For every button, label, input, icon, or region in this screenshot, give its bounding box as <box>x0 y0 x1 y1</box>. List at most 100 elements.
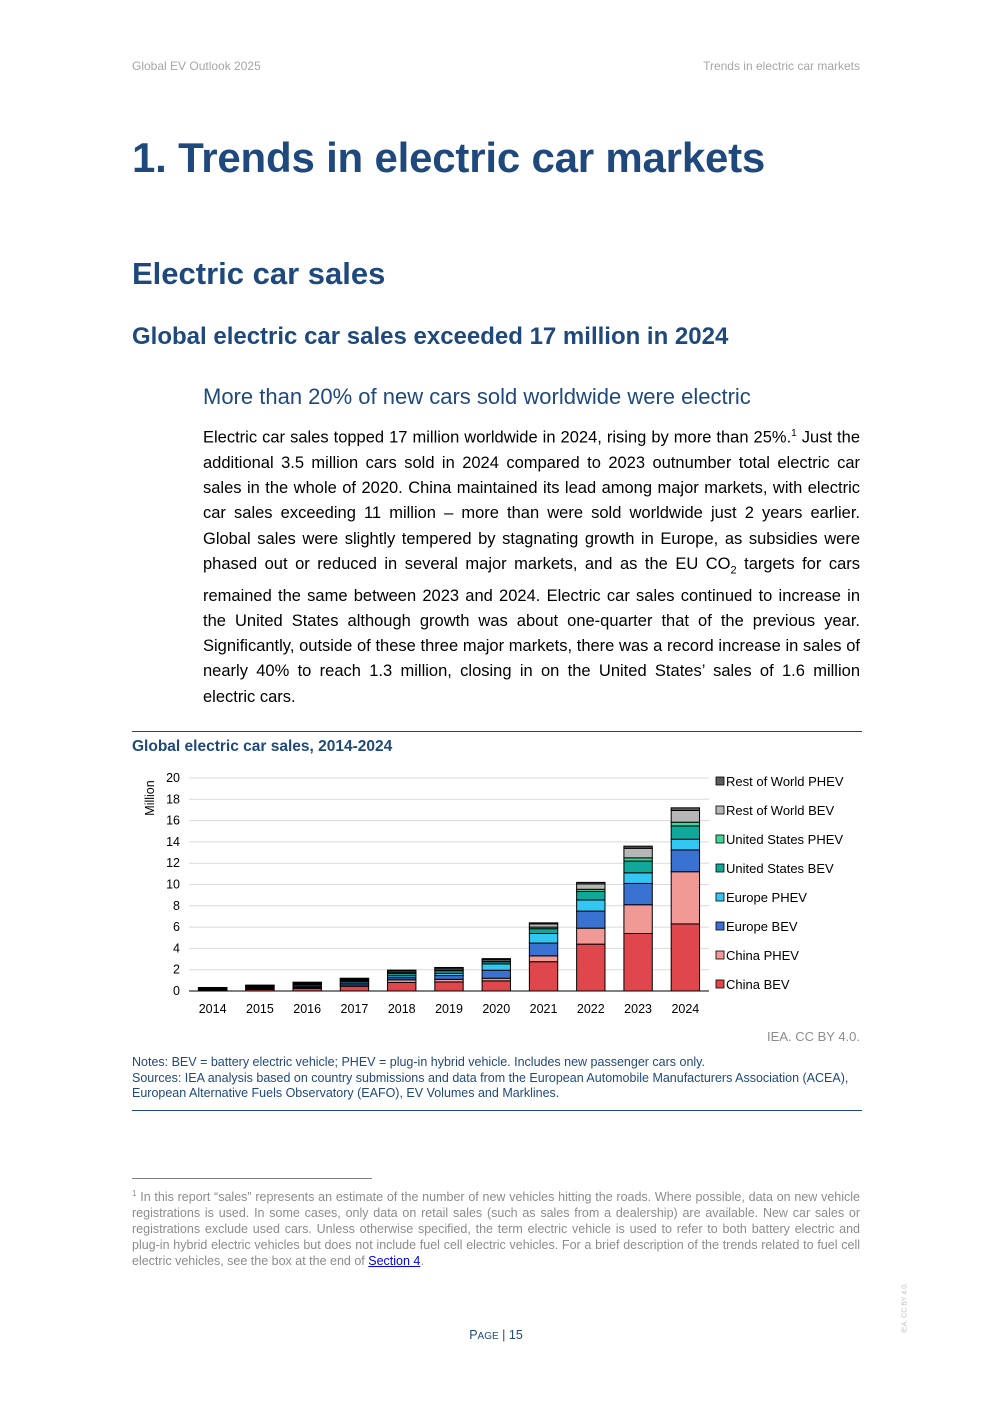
legend-swatch <box>715 950 725 960</box>
bar-segment-europe-phev-2020 <box>481 963 511 971</box>
legend-item: United States PHEV <box>715 832 843 847</box>
legend-swatch <box>715 834 725 844</box>
y-tick-label: 10 <box>166 878 180 892</box>
bar-segment-rest-of-world-bev-2024 <box>670 809 701 823</box>
legend-label: China BEV <box>726 977 790 992</box>
legend-swatch <box>715 776 725 786</box>
y-tick-label: 2 <box>173 963 180 977</box>
side-watermark: IEA. CC BY 4.0. <box>898 1278 912 1338</box>
legend-label: Europe BEV <box>726 919 798 934</box>
y-tick-label: 16 <box>166 814 180 828</box>
legend-swatch <box>715 805 725 815</box>
bar-segment-united-states-bev-2023 <box>623 860 653 874</box>
body-paragraph: Electric car sales topped 17 million wor… <box>203 421 860 710</box>
bar-segment-europe-phev-2021 <box>528 932 559 944</box>
body-text-part1: Electric car sales topped 17 million wor… <box>203 428 792 447</box>
bar-segment-united-states-bev-2021 <box>528 928 559 934</box>
legend-swatch <box>715 979 725 989</box>
subsubsection-title: More than 20% of new cars sold worldwide… <box>203 384 751 409</box>
legend-label: United States PHEV <box>726 832 843 847</box>
bar-segment-rest-of-world-phev-2021 <box>528 922 559 925</box>
figure-title: Global electric car sales, 2014-2024 <box>132 738 393 755</box>
x-tick-label: 2024 <box>671 1002 699 1016</box>
bar-segment-rest-of-world-bev-2023 <box>623 847 653 859</box>
page-separator: | <box>498 1328 509 1342</box>
bar-segment-rest-of-world-phev-2022 <box>576 881 606 885</box>
legend-item: China PHEV <box>715 948 799 963</box>
bar-segment-europe-bev-2022 <box>576 910 606 929</box>
page-prefix-small: AGE <box>477 1331 499 1342</box>
page-prefix: P <box>469 1328 478 1342</box>
subsection-title: Global electric car sales exceeded 17 mi… <box>132 323 729 350</box>
bar-segment-china-bev-2018 <box>387 981 417 992</box>
bar-segment-rest-of-world-bev-2022 <box>576 883 606 890</box>
y-tick-label: 8 <box>173 899 180 913</box>
footnote-reference[interactable]: 1 <box>791 428 797 439</box>
x-tick-label: 2016 <box>293 1002 321 1016</box>
chapter-title: 1. Trends in electric car markets <box>132 134 766 181</box>
running-header-right: Trends in electric car markets <box>703 59 860 73</box>
bar-segment-china-phev-2024 <box>670 871 701 925</box>
x-tick-label: 2017 <box>341 1002 369 1016</box>
bar-segment-china-bev-2019 <box>434 981 464 992</box>
section-title: Electric car sales <box>132 256 386 291</box>
legend-swatch <box>715 892 725 902</box>
legend-label: United States BEV <box>726 861 834 876</box>
bar-segment-rest-of-world-phev-2020 <box>481 958 511 960</box>
sources-text: Sources: IEA analysis based on country s… <box>132 1070 849 1101</box>
y-tick-label: 18 <box>166 792 180 806</box>
chart-bars <box>197 807 701 992</box>
bar-segment-united-states-bev-2024 <box>670 825 701 840</box>
footnote-end: . <box>420 1254 424 1269</box>
footnote: 1 In this report “sales” represents an e… <box>132 1186 860 1269</box>
bar-segment-rest-of-world-phev-2019 <box>434 966 464 969</box>
legend-item: Rest of World BEV <box>715 803 834 818</box>
bar-segment-china-bev-2024 <box>670 923 701 992</box>
bar-segment-europe-bev-2019 <box>434 975 464 980</box>
x-tick-label: 2022 <box>577 1002 605 1016</box>
bar-segment-rest-of-world-phev-2017 <box>339 977 370 980</box>
x-axis-ticks: 2014 2015 2016 2017 2018 2019 2020 2021 2022 2023… <box>199 1002 700 1016</box>
figure-credit: IEA. CC BY 4.0. <box>767 1029 860 1044</box>
legend-swatch <box>715 863 725 873</box>
running-header-left: Global EV Outlook 2025 <box>132 59 261 73</box>
figure-bottom-rule <box>132 1110 862 1111</box>
bar-segment-china-bev-2017 <box>339 985 370 992</box>
x-tick-label: 2021 <box>530 1002 558 1016</box>
x-tick-label: 2015 <box>246 1002 274 1016</box>
bar-segment-europe-phev-2023 <box>623 872 653 884</box>
bar-segment-china-bev-2021 <box>528 961 559 992</box>
legend-label: Europe PHEV <box>726 890 807 905</box>
y-tick-label: 4 <box>173 941 180 955</box>
bar-segment-china-phev-2022 <box>576 927 606 945</box>
y-tick-label: 14 <box>166 835 180 849</box>
bar-segment-rest-of-world-phev-2024 <box>670 807 701 811</box>
legend-item: Europe PHEV <box>715 890 807 905</box>
bar-segment-china-bev-2020 <box>481 980 511 992</box>
legend-label: China PHEV <box>726 948 799 963</box>
y-axis-label: Million <box>143 780 157 815</box>
legend-item: China BEV <box>715 977 790 992</box>
figure-notes: Notes: BEV = battery electric vehicle; P… <box>132 1055 872 1102</box>
section-4-link[interactable]: Section 4 <box>368 1254 421 1269</box>
legend-item: Europe BEV <box>715 919 798 934</box>
bar-segment-rest-of-world-phev-2018 <box>387 969 417 972</box>
bar-segment-rest-of-world-phev-2016 <box>292 981 322 984</box>
bar-segment-china-phev-2023 <box>623 904 653 934</box>
footnote-marker: 1 <box>132 1189 137 1198</box>
y-tick-label: 0 <box>173 984 180 998</box>
bar-segment-europe-bev-2020 <box>481 969 511 979</box>
bar-segment-united-states-phev-2024 <box>670 821 701 827</box>
legend-label: Rest of World PHEV <box>726 774 844 789</box>
footnote-text: In this report “sales” represents an est… <box>132 1190 860 1269</box>
x-tick-label: 2023 <box>624 1002 652 1016</box>
bar-segment-united-states-bev-2022 <box>576 890 606 901</box>
figure-top-rule <box>132 731 862 732</box>
page-number: PAGE | 15 <box>0 1328 992 1342</box>
y-tick-label: 20 <box>166 771 180 785</box>
bar-segment-europe-bev-2021 <box>528 942 559 957</box>
bar-segment-europe-bev-2023 <box>623 882 653 906</box>
notes-text: Notes: BEV = battery electric vehicle; P… <box>132 1055 705 1069</box>
y-tick-label: 6 <box>173 920 180 934</box>
